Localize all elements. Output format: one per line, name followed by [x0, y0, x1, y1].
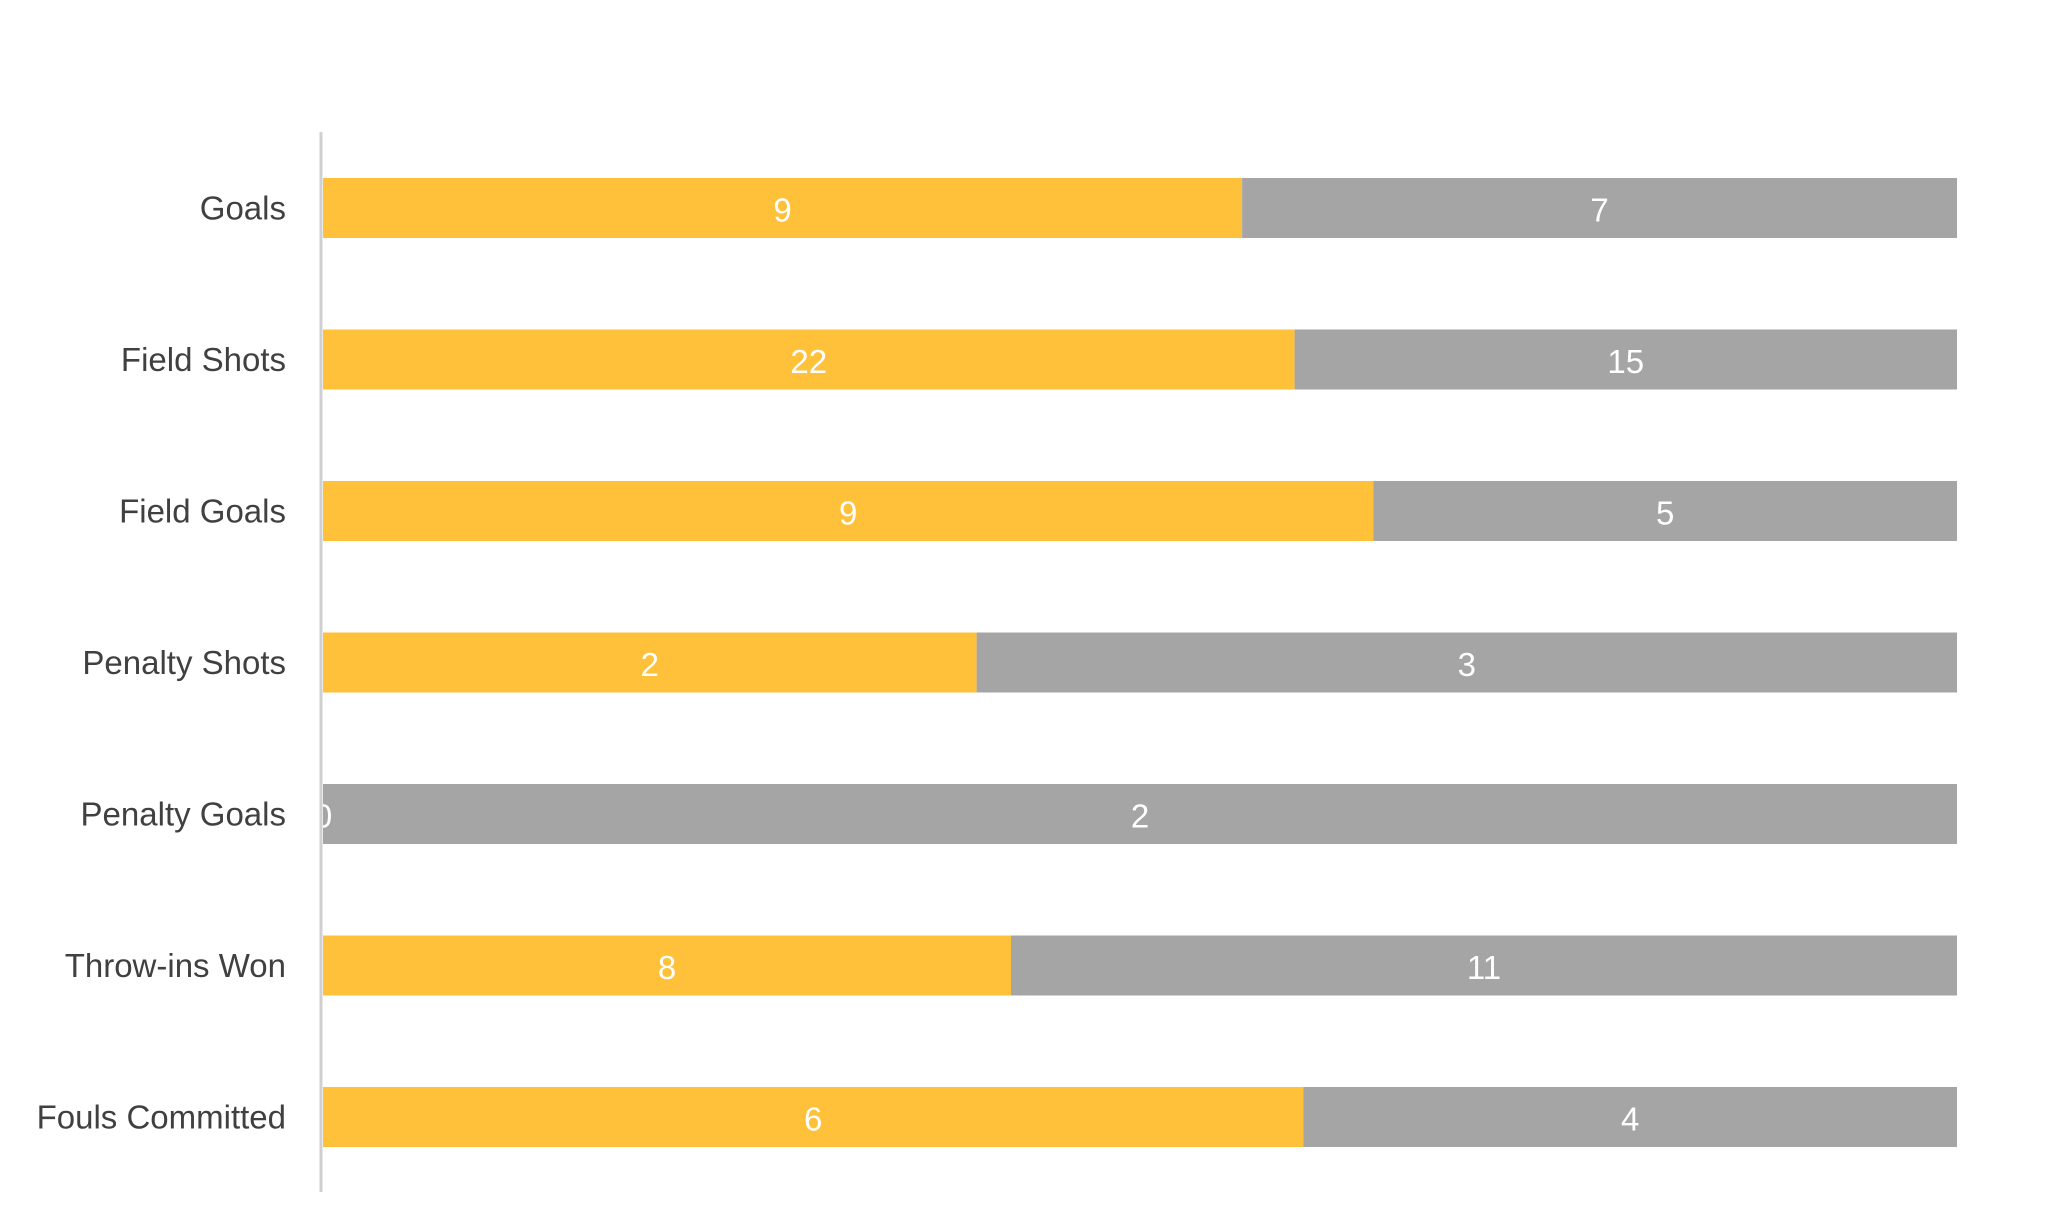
category-label-throw-ins-won: Throw-ins Won: [65, 947, 286, 984]
bar-series2-goals: [1242, 178, 1957, 238]
category-label-field-shots: Field Shots: [121, 341, 286, 378]
data-label-series1-penalty-shots: 2: [641, 646, 659, 683]
data-label-series2-throw-ins-won: 11: [1467, 949, 1501, 986]
data-label-series1-fouls-committed: 6: [804, 1101, 822, 1138]
data-label-series2-penalty-goals: 2: [1131, 798, 1149, 835]
bar-series2-penalty-goals: [323, 784, 1957, 844]
data-label-series2-field-shots: 15: [1607, 343, 1644, 380]
bar-series1-throw-ins-won: [323, 935, 1011, 996]
data-label-series2-field-goals: 5: [1656, 495, 1674, 532]
category-axis-labels: Goals Field Shots Field Goals Penalty Shots…: [37, 190, 286, 1136]
category-label-penalty-shots: Penalty Shots: [82, 644, 286, 681]
bar-series1-field-shots: [323, 329, 1295, 390]
data-labels: 9 7 22 15 9 5 2 3 0 2 8 11 6 4: [314, 192, 1675, 1138]
data-label-series1-field-goals: 9: [839, 495, 857, 532]
bar-series2-fouls-committed: [1303, 1087, 1957, 1147]
category-label-goals: Goals: [200, 190, 286, 227]
bar-series2-field-shots: [1294, 329, 1957, 390]
bar-series2-penalty-shots: [976, 632, 1957, 693]
data-label-series1-throw-ins-won: 8: [658, 949, 676, 986]
category-label-fouls-committed: Fouls Committed: [37, 1099, 286, 1136]
category-label-field-goals: Field Goals: [119, 493, 286, 530]
bars: [323, 178, 1957, 1147]
bar-series1-fouls-committed: [323, 1087, 1304, 1147]
bar-series1-penalty-shots: [323, 632, 977, 693]
bar-series1-goals: [323, 178, 1243, 238]
data-label-series1-goals: 9: [773, 192, 791, 229]
data-label-series1-penalty-goals: 0: [314, 798, 332, 835]
data-label-series2-fouls-committed: 4: [1621, 1101, 1639, 1138]
bar-series2-field-goals: [1373, 481, 1957, 541]
data-label-series2-penalty-shots: 3: [1458, 646, 1476, 683]
data-label-series1-field-shots: 22: [790, 343, 827, 380]
bar-series2-throw-ins-won: [1011, 935, 1957, 996]
data-label-series2-goals: 7: [1590, 192, 1608, 229]
bar-series1-field-goals: [323, 481, 1374, 541]
category-label-penalty-goals: Penalty Goals: [81, 796, 286, 833]
